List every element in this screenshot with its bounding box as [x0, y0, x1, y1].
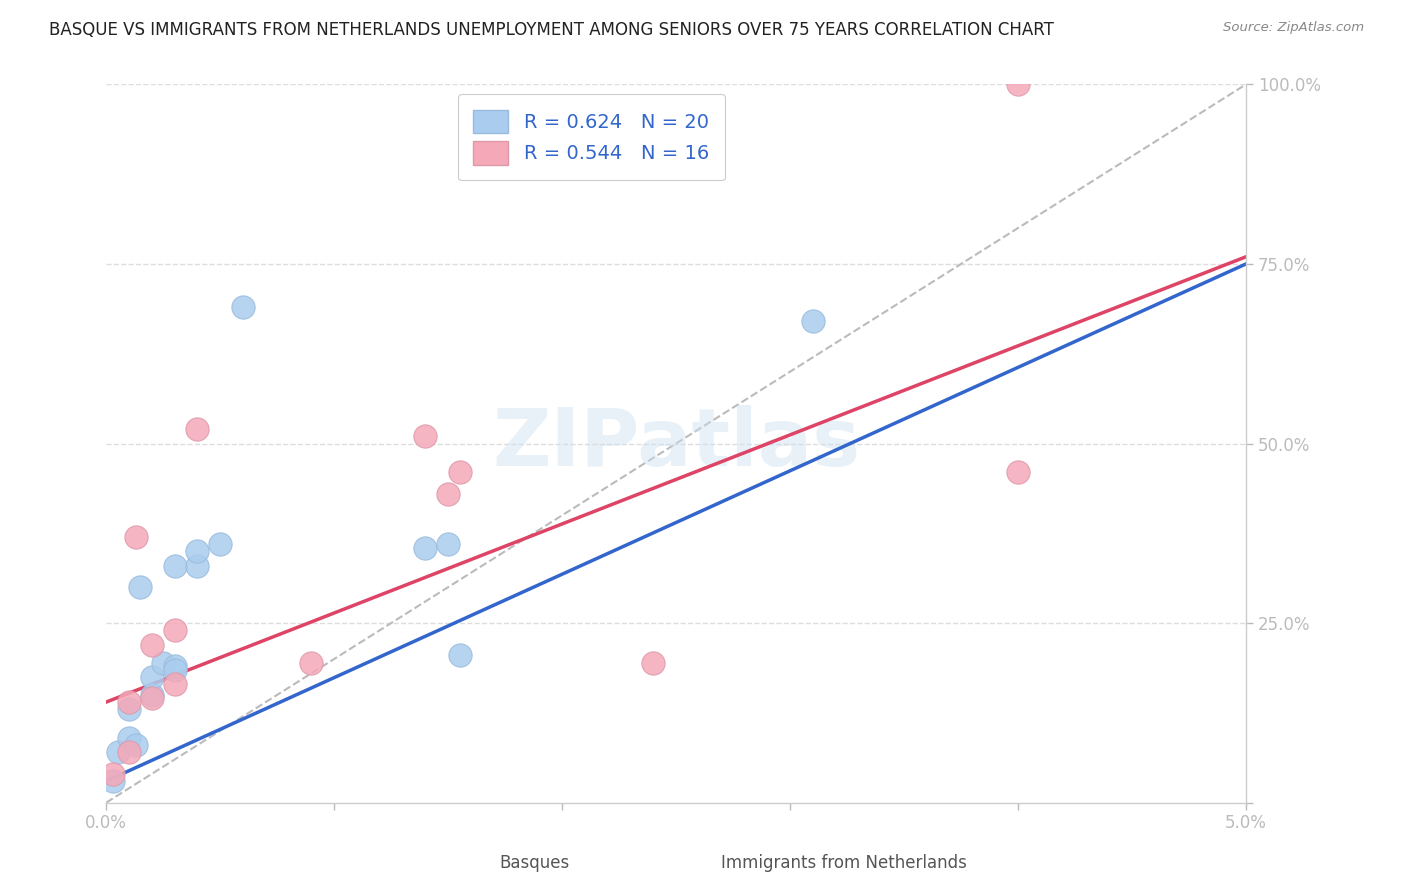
- Point: [437, 537, 460, 551]
- Point: [801, 314, 824, 328]
- Point: [299, 656, 322, 670]
- Point: [163, 624, 186, 638]
- Legend: R = 0.624   N = 20, R = 0.544   N = 16: R = 0.624 N = 20, R = 0.544 N = 16: [458, 95, 724, 180]
- Point: [232, 300, 254, 314]
- Text: ZIPatlas: ZIPatlas: [492, 404, 860, 483]
- Point: [101, 774, 124, 789]
- Point: [141, 670, 163, 684]
- Point: [1007, 465, 1029, 479]
- Point: [186, 544, 208, 558]
- Point: [125, 738, 148, 752]
- Point: [209, 537, 232, 551]
- Point: [163, 558, 186, 573]
- Point: [118, 745, 141, 759]
- Point: [643, 656, 665, 670]
- Point: [129, 580, 152, 594]
- Point: [152, 656, 174, 670]
- Point: [118, 731, 141, 745]
- Point: [186, 422, 208, 436]
- Point: [107, 745, 129, 759]
- Point: [186, 558, 208, 573]
- Point: [415, 429, 437, 443]
- Text: BASQUE VS IMMIGRANTS FROM NETHERLANDS UNEMPLOYMENT AMONG SENIORS OVER 75 YEARS C: BASQUE VS IMMIGRANTS FROM NETHERLANDS UN…: [49, 21, 1054, 38]
- Point: [163, 663, 186, 677]
- Point: [141, 691, 163, 706]
- Point: [101, 767, 124, 781]
- Point: [141, 688, 163, 702]
- Point: [437, 487, 460, 501]
- Point: [118, 695, 141, 709]
- Point: [1007, 78, 1029, 92]
- Text: Immigrants from Netherlands: Immigrants from Netherlands: [721, 855, 966, 872]
- Point: [163, 677, 186, 691]
- Point: [449, 465, 471, 479]
- Point: [125, 530, 148, 544]
- Point: [118, 702, 141, 716]
- Point: [449, 648, 471, 663]
- Point: [141, 638, 163, 652]
- Point: [415, 541, 437, 555]
- Point: [163, 659, 186, 673]
- Text: Source: ZipAtlas.com: Source: ZipAtlas.com: [1223, 21, 1364, 34]
- Text: Basques: Basques: [499, 855, 569, 872]
